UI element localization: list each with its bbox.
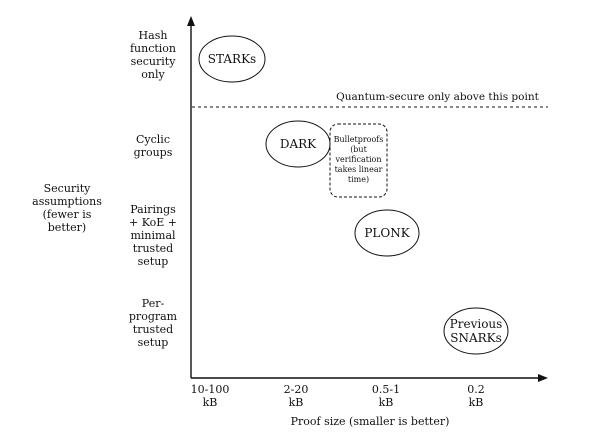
y-axis: [187, 16, 195, 378]
bulletproofs-label: Bulletproofs (but verification takes lin…: [333, 135, 384, 184]
previous-snarks-ellipse: [443, 307, 509, 355]
dark-label: DARK: [279, 137, 317, 151]
y-axis-title: Security assumptions (fewer is better): [32, 182, 102, 234]
plonk-label: PLONK: [364, 226, 410, 240]
bulletproofs-box: [329, 123, 388, 198]
y-axis-arrowhead: [187, 16, 195, 26]
starks-label: STARKs: [207, 52, 257, 66]
previous-snarks-label: Previous SNARKs: [449, 317, 503, 345]
x-level-0-5-1-kb: 0.5-1 kB: [371, 383, 401, 409]
y-level-hash-function-security: Hash function security only: [129, 29, 177, 81]
y-level-pairings-koe-trusted-setup: Pairings + KoE + minimal trusted setup: [128, 203, 177, 268]
x-level-2-20-kb: 2-20 kB: [283, 383, 309, 409]
x-level-0-2-kb: 0.2 kB: [467, 383, 485, 409]
x-level-10-100-kb: 10-100 kB: [190, 383, 230, 409]
y-level-cyclic-groups: Cyclic groups: [133, 133, 173, 159]
starks-ellipse: [198, 35, 266, 83]
plonk-ellipse: [354, 209, 420, 257]
x-axis: [191, 374, 548, 382]
quantum-boundary-label: Quantum-secure only above this point: [336, 91, 539, 103]
x-axis-title: Proof size (smaller is better): [290, 415, 450, 428]
x-axis-arrowhead: [538, 374, 548, 382]
y-level-per-program-trusted-setup: Per- program trusted setup: [128, 297, 178, 349]
